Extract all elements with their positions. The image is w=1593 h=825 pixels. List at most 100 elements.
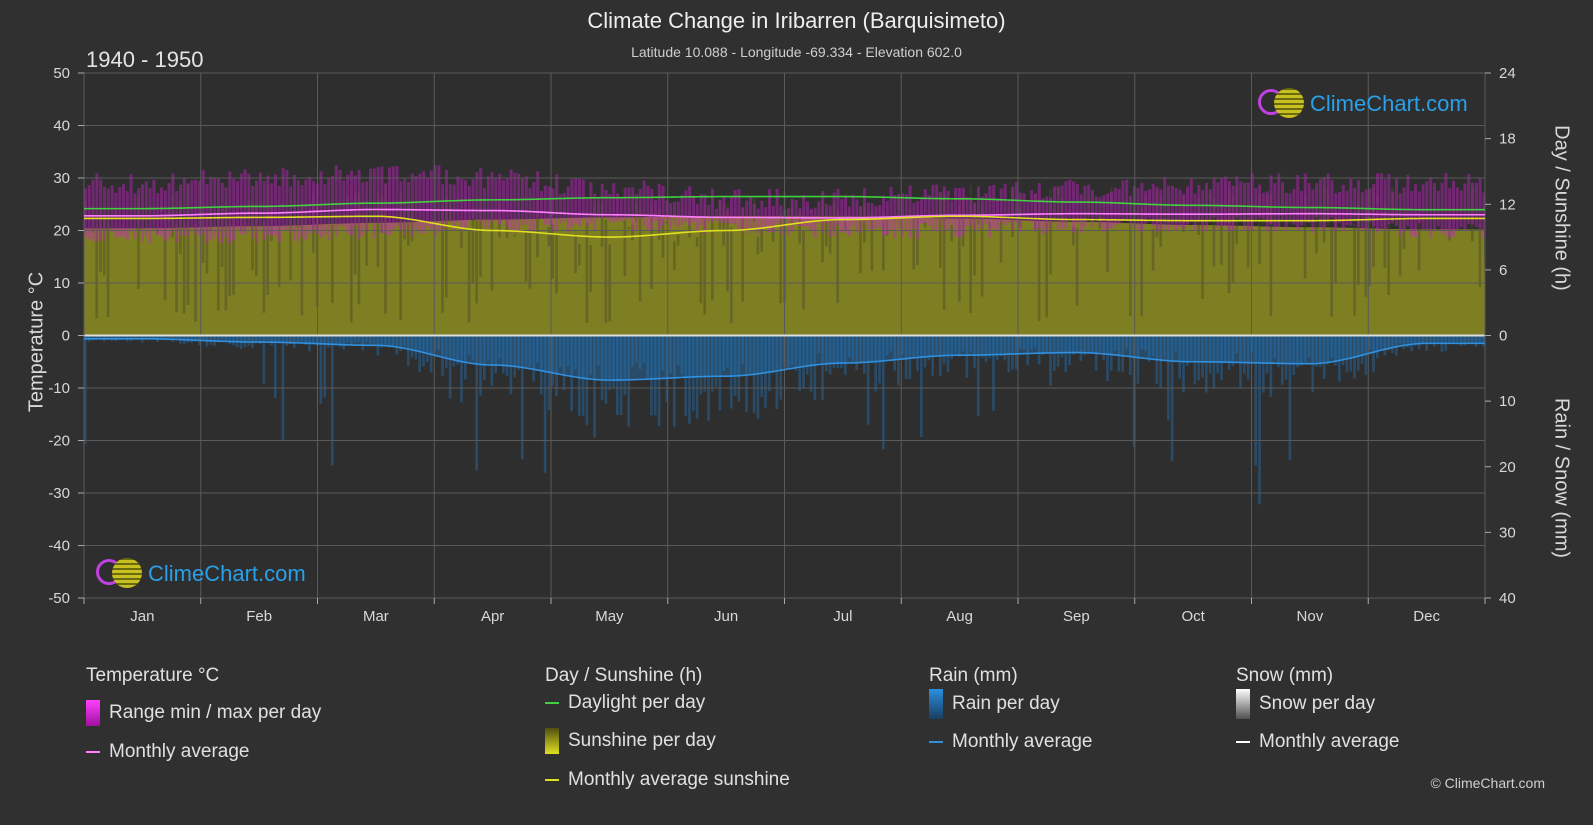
sunshine-daily-bar (551, 224, 554, 279)
temperature-daily-bar (942, 186, 946, 230)
rain-daily-bar (730, 335, 733, 409)
sunshine-daily-bar (1231, 196, 1235, 283)
sunshine-daily-bar (916, 212, 919, 265)
temperature-daily-bar (433, 165, 437, 236)
sunshine-daily-bar (1056, 187, 1060, 195)
rain-daily-bar (999, 335, 1003, 357)
rain-daily-bar (338, 335, 342, 347)
rain-daily-bar (977, 335, 980, 417)
temperature-daily-bar (1425, 181, 1429, 229)
temperature-daily-bar (570, 178, 574, 228)
rain-daily-bar (418, 335, 421, 372)
temperature-daily-bar (1201, 189, 1205, 233)
sunshine-daily-bar (623, 220, 627, 276)
rain-daily-bar (1208, 335, 1212, 374)
rain-daily-bar (984, 335, 988, 363)
temperature-daily-bar (232, 178, 236, 241)
legend-temperature-heading: Temperature °C (86, 665, 220, 686)
sunshine-daily-bar (882, 210, 885, 271)
rain-daily-bar (175, 335, 178, 340)
temperature-daily-bar (1315, 183, 1319, 218)
rain-daily-bar (331, 335, 334, 466)
rain-daily-bar (91, 335, 95, 341)
right-top-tick-label: 24 (1499, 65, 1516, 82)
logo-bottom[interactable]: ClimeChart.com (94, 556, 306, 592)
sunshine-daily-bar (1364, 207, 1368, 297)
rain-daily-bar (1072, 335, 1075, 355)
temperature-daily-bar (768, 189, 771, 233)
rain-daily-bar (137, 335, 140, 338)
temperature-daily-bar (194, 179, 198, 234)
rain-daily-bar (1379, 335, 1383, 351)
rain-daily-bar (863, 335, 866, 374)
rain-daily-bar (1026, 335, 1029, 366)
temperature-daily-bar (1117, 189, 1121, 225)
temperature-daily-bar (1349, 178, 1353, 226)
rain-daily-bar (680, 335, 684, 375)
rain-daily-bar (764, 335, 767, 408)
rain-daily-bar (912, 335, 915, 359)
sunshine-daily-bar (399, 192, 402, 321)
sunshine-daily-bar (1402, 218, 1406, 249)
temperature-daily-bar (190, 180, 194, 229)
rain-daily-bar (319, 335, 323, 404)
sunshine-daily-bar (353, 193, 357, 275)
rain-daily-bar (475, 335, 478, 471)
temperature-daily-bar (1136, 187, 1140, 230)
temperature-daily-bar (1159, 189, 1163, 229)
chart-subtitle: Latitude 10.088 - Longitude -69.334 - El… (631, 44, 962, 60)
rain-daily-bar (1391, 335, 1394, 354)
sunshine-daily-bar (1140, 206, 1143, 317)
temperature-daily-bar (1307, 183, 1311, 223)
temperature-daily-bar (445, 169, 448, 228)
temperature-daily-bar (923, 189, 927, 224)
temperature-daily-bar (806, 201, 809, 227)
rain-daily-bar (646, 335, 649, 379)
rain-daily-bar (1341, 335, 1345, 366)
temperature-daily-bar (581, 179, 585, 220)
rain-daily-bar (1368, 335, 1371, 349)
rain-daily-bar (1018, 335, 1022, 349)
temperature-daily-bar (380, 166, 384, 233)
rain-daily-bar (1414, 335, 1417, 346)
rain-daily-bar (1079, 335, 1083, 361)
rain-daily-bar (509, 335, 513, 395)
legend-label: Range min / max per day (109, 702, 322, 723)
rain-average-line (84, 337, 1485, 381)
rain-daily-bar (1471, 335, 1474, 343)
rain-daily-bar (1383, 335, 1387, 356)
rain-daily-bar (224, 335, 228, 342)
rain-daily-bar (517, 335, 520, 371)
sunshine-daily-bar (589, 245, 592, 293)
rain-daily-bar (1159, 335, 1162, 389)
rain-daily-bar (1034, 335, 1037, 348)
rain-daily-bar (399, 335, 402, 352)
logo-top[interactable]: ClimeChart.com (1256, 86, 1468, 122)
rain-daily-bar (395, 335, 399, 355)
rain-daily-bar (255, 335, 258, 341)
sunshine-daily-bar (1208, 193, 1212, 202)
legend-label: Monthly average (952, 731, 1093, 752)
temperature-daily-bar (650, 188, 654, 230)
right-bottom-tick-label: 40 (1499, 590, 1516, 607)
rain-daily-bar (840, 335, 843, 369)
temperature-daily-bar (1182, 193, 1186, 229)
sunshine-daily-bar (942, 193, 946, 310)
sunshine-daily-bar (1288, 221, 1292, 224)
legend-daylight: Daylight per day (545, 692, 705, 714)
temperature-daily-bar (1277, 173, 1281, 228)
temperature-daily-bar (1106, 193, 1110, 229)
temperature-daily-bar (642, 180, 646, 226)
right-top-tick-label: 12 (1499, 196, 1516, 213)
left-tick-label: -40 (48, 538, 70, 555)
temperature-daily-bar (760, 200, 764, 230)
rain-daily-bar (627, 335, 630, 427)
legend-label: Snow per day (1259, 693, 1376, 714)
rain-daily-bar (1429, 335, 1432, 344)
temperature-daily-bar (141, 184, 144, 243)
sunshine-daily-bar (186, 184, 190, 305)
temperature-daily-bar (410, 173, 414, 237)
rain-daily-bar (403, 335, 406, 347)
sunshine-daily-bar (1372, 187, 1375, 268)
rain-daily-bar (369, 335, 372, 347)
